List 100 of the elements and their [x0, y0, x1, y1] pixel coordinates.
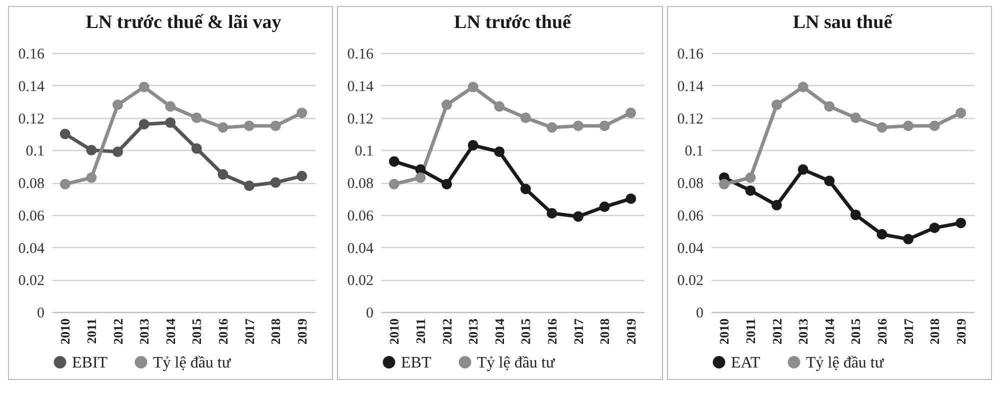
point: [468, 82, 479, 92]
point: [797, 164, 808, 175]
y-tick-label: 0.02: [18, 273, 44, 290]
y-tick-label: 0.04: [348, 240, 374, 257]
y-tick-label: 0.12: [18, 111, 44, 128]
y-tick-label: 0.06: [676, 208, 704, 224]
point: [547, 122, 558, 133]
y-tick-label: 0.16: [348, 46, 374, 62]
legend-label: Tỷ lệ đầu tư: [806, 354, 885, 372]
point: [165, 117, 176, 128]
x-tick-label: 2013: [136, 318, 152, 344]
point: [876, 122, 887, 133]
point: [86, 172, 97, 183]
point: [876, 229, 887, 240]
point: [626, 193, 636, 204]
x-tick-label: 2016: [544, 318, 560, 344]
x-tick-label: 2014: [162, 318, 178, 344]
y-tick-label: 0.06: [18, 208, 45, 224]
x-tick-label: 2017: [571, 318, 586, 344]
point: [600, 120, 610, 132]
x-tick-label: 2012: [768, 318, 784, 344]
x-tick-label: 2014: [492, 318, 508, 344]
point: [112, 146, 123, 157]
x-tick-label: 2010: [386, 318, 402, 344]
x-tick-label: 2017: [242, 318, 257, 344]
point: [955, 108, 966, 118]
point: [191, 143, 202, 154]
point: [573, 120, 584, 132]
x-tick-label: 2013: [795, 318, 810, 344]
y-tick-label: 0.08: [348, 176, 374, 192]
point: [902, 234, 914, 244]
x-tick-label: 2017: [900, 318, 916, 344]
legend-label: Tỷ lệ đầu tư: [153, 354, 232, 372]
y-tick-label: 0.12: [676, 111, 704, 128]
x-tick-label: 2018: [268, 318, 284, 344]
point: [244, 180, 254, 191]
point: [955, 218, 966, 228]
x-tick-label: 2011: [742, 318, 758, 344]
chart-title: LN sau thuế: [792, 12, 894, 33]
point: [824, 176, 834, 186]
point: [928, 222, 940, 234]
point: [138, 118, 150, 130]
point: [744, 172, 756, 183]
x-tick-label: 2016: [215, 318, 230, 344]
x-tick-label: 2015: [848, 318, 863, 344]
y-tick-label: 0.1: [355, 144, 374, 160]
chart-title: LN trước thuế & lãi vay: [86, 12, 282, 33]
point: [218, 169, 228, 180]
y-tick-label: 0.02: [676, 273, 704, 290]
point: [389, 178, 400, 190]
point: [797, 82, 808, 92]
y-tick-label: 0.1: [684, 144, 704, 160]
y-tick-label: 0.08: [676, 176, 704, 192]
x-tick-label: 2018: [926, 318, 942, 344]
legend-label: EBT: [401, 354, 432, 372]
point: [494, 146, 505, 157]
y-tick-label: 0.1: [26, 144, 44, 160]
y-tick-label: 0.14: [18, 78, 45, 95]
point: [468, 140, 479, 150]
point: [389, 156, 400, 167]
point: [573, 211, 584, 222]
point: [296, 170, 308, 182]
point: [718, 178, 730, 190]
point: [520, 184, 532, 194]
y-tick-label: 0.16: [676, 46, 704, 62]
x-tick-label: 2013: [466, 318, 481, 344]
point: [270, 177, 281, 188]
legend-label: EBIT: [72, 354, 108, 372]
point: [850, 210, 861, 220]
chart-title: LN trước thuế: [454, 12, 573, 33]
x-tick-label: 2010: [716, 318, 732, 344]
y-tick-label: 0: [696, 306, 704, 322]
point: [112, 100, 123, 110]
x-tick-label: 2011: [84, 318, 99, 344]
x-tick-label: 2019: [624, 318, 639, 344]
point: [626, 108, 636, 118]
x-tick-label: 2010: [58, 318, 73, 344]
x-tick-label: 2014: [822, 318, 837, 344]
legend-label: EAT: [730, 354, 760, 372]
point: [600, 202, 610, 212]
point: [928, 120, 940, 132]
y-tick-label: 0.02: [348, 273, 374, 290]
x-tick-label: 2019: [294, 318, 310, 344]
y-tick-label: 0.16: [18, 46, 45, 62]
y-tick-label: 0.14: [348, 78, 374, 95]
point: [296, 108, 308, 118]
y-tick-label: 0.04: [18, 240, 45, 257]
x-tick-label: 2011: [413, 318, 428, 344]
x-tick-label: 2012: [110, 318, 126, 344]
point: [824, 101, 834, 112]
y-tick-label: 0.12: [348, 111, 374, 128]
point: [520, 112, 532, 123]
point: [771, 100, 782, 110]
y-tick-label: 0.04: [676, 240, 704, 257]
point: [60, 178, 70, 190]
point: [138, 82, 150, 92]
point: [850, 112, 861, 123]
y-tick-label: 0.14: [676, 78, 704, 95]
x-tick-label: 2019: [953, 318, 968, 344]
x-tick-label: 2018: [597, 318, 612, 344]
